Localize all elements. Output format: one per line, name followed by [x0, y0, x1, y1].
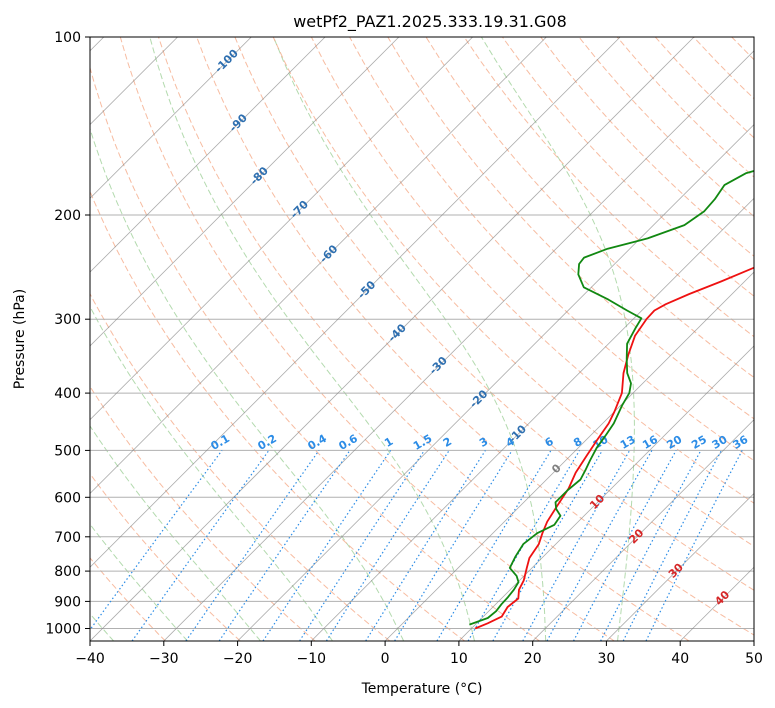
- moist-adiabat-line: [273, 37, 547, 641]
- x-axis-title: Temperature (°C): [361, 681, 483, 697]
- mixing-ratio-line: [622, 450, 722, 641]
- dry-adiabat-line: [119, 37, 615, 641]
- pressure-gridlines: [90, 37, 754, 629]
- dewpoint-line: [469, 169, 754, 626]
- dry-adiabats: [90, 37, 754, 641]
- temperature-line: [474, 266, 754, 630]
- mixing-ratio-line: [262, 450, 392, 641]
- x-axis-ticks: −40 −30 −20 −10 0 10 20 30 40 50: [75, 641, 763, 667]
- dry-adiabat-line: [90, 472, 241, 641]
- isotherm-line: [90, 37, 473, 421]
- isotherm-line: [384, 271, 754, 641]
- isotherm-line: [311, 197, 754, 641]
- isotherms: [90, 37, 754, 641]
- y-tick-label: 400: [54, 386, 81, 402]
- y-tick-label: 600: [54, 490, 81, 506]
- moist-adiabat-line: [90, 127, 405, 641]
- dry-adiabat-line: [501, 37, 754, 297]
- dry-adiabat-line: [349, 37, 754, 462]
- moist-adiabat-line: [149, 37, 475, 641]
- isotherm-line: [163, 50, 754, 641]
- y-tick-label: 500: [54, 443, 81, 459]
- mixing-ratio-line: [522, 450, 631, 641]
- y-tick-label: 900: [54, 594, 81, 610]
- isotherm-line: [90, 37, 695, 641]
- x-tick-label: 0: [381, 651, 390, 667]
- y-tick-label: 800: [54, 564, 81, 580]
- mixing-ratio-line: [394, 450, 513, 641]
- dry-adiabat-line: [90, 190, 465, 641]
- mixing-ratio-line: [546, 450, 653, 641]
- dry-adiabat-line: [158, 37, 690, 641]
- mixing-ratio-line: [572, 450, 677, 641]
- dry-adiabat-line: [90, 385, 316, 641]
- mixing-ratio-line: [218, 450, 351, 641]
- x-tick-label: 10: [450, 651, 468, 667]
- dry-adiabat-line: [272, 37, 754, 547]
- mixing-ratio-line: [185, 450, 320, 641]
- x-tick-label: 30: [597, 651, 615, 667]
- plot-area: -100-90-80-70-60-50-40-30-20-10010203040…: [90, 37, 754, 641]
- isotherm-line: [90, 37, 326, 273]
- moist-adiabat-line: [90, 425, 261, 641]
- y-tick-label: 100: [54, 30, 81, 46]
- x-tick-label: −10: [297, 651, 327, 667]
- profile-series: [469, 169, 754, 630]
- dry-adiabat-line: [90, 66, 540, 641]
- x-tick-label: 50: [745, 651, 763, 667]
- isotherm-line: [90, 37, 400, 347]
- isotherm-line: [237, 124, 754, 641]
- y-tick-label: 1000: [45, 622, 81, 638]
- moist-adiabat-line: [90, 523, 188, 641]
- dry-adiabat-line: [234, 37, 754, 591]
- mixing-ratio-labels: 0.1 0.2 0.4 0.6 1 1.5 2 3 4 6 8 10 13 16 20 25 30 36: [209, 432, 751, 453]
- chart-title: wetPf2_PAZ1.2025.333.19.31.G08: [293, 12, 567, 32]
- y-axis-ticks: 1000 900 800 700 600 500 400 300 200 100: [45, 30, 90, 638]
- y-tick-label: 700: [54, 530, 81, 546]
- x-tick-label: 40: [671, 651, 689, 667]
- moist-adiabat-line: [480, 37, 635, 641]
- mixing-ratio-line: [90, 450, 223, 631]
- mixing-ratio-line: [299, 450, 425, 641]
- y-tick-label: 300: [54, 312, 81, 328]
- isotherm-line: [606, 492, 754, 641]
- isotherm-line: [90, 37, 252, 199]
- y-tick-label: 200: [54, 208, 81, 224]
- dry-adiabat-line: [90, 292, 391, 641]
- x-tick-label: −30: [149, 651, 179, 667]
- x-tick-label: 20: [524, 651, 542, 667]
- plot-frame: [89, 36, 755, 642]
- x-tick-label: −40: [75, 651, 105, 667]
- dry-adiabat-line: [90, 557, 166, 641]
- mixing-ratio-line: [325, 450, 450, 641]
- isotherm-line: [458, 345, 754, 641]
- mixing-ratio-line: [645, 450, 743, 641]
- mixing-ratio-line: [131, 450, 270, 641]
- dry-adiabat-line: [463, 37, 754, 338]
- isotherm-line: [532, 419, 754, 641]
- moist-adiabats: [90, 37, 635, 641]
- dry-adiabat-line: [310, 37, 754, 504]
- isotherm-line: [90, 37, 621, 568]
- y-axis-title: Pressure (hPa): [12, 289, 28, 389]
- isotherm-line: [90, 37, 547, 494]
- x-tick-label: −20: [223, 651, 253, 667]
- mixing-ratio-lines: [90, 450, 743, 641]
